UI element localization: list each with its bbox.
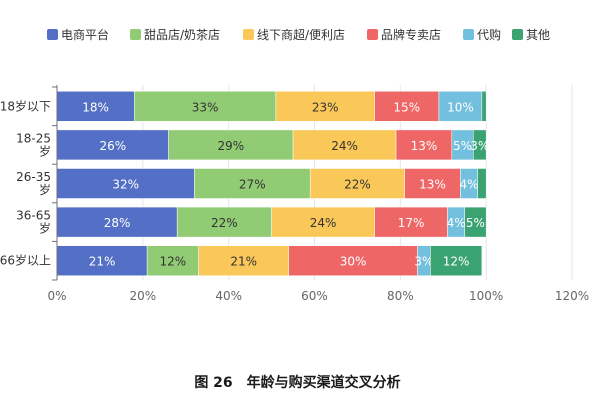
x-tick-label: 60% (301, 289, 328, 303)
bar-value-label: 5% (453, 139, 472, 153)
bar-value-label: 24% (310, 216, 337, 230)
legend-label: 电商平台 (61, 27, 109, 42)
x-tick-label: 120% (555, 289, 589, 303)
x-tick-label: 20% (129, 289, 156, 303)
legend-swatch (243, 29, 254, 40)
category-label: 18-25 岁 (16, 131, 51, 158)
figure-caption: 图 26 年龄与购买渠道交叉分析 (194, 375, 401, 391)
bar-value-label: 13% (411, 139, 438, 153)
bar-segment (146, 245, 199, 276)
bar-value-label: 26% (99, 139, 126, 153)
bar-segment (292, 129, 397, 161)
bar-value-label: 12% (160, 255, 187, 269)
bar-segment (477, 168, 487, 199)
bars: 18% 33% 23% 15% 10%26% 29% 24% 13% 5%3%32% 27% 22%… (56, 91, 489, 276)
bar-segment (473, 129, 487, 161)
x-axis: 0% 20% 40% 60% 80% 100% 120% (47, 289, 589, 303)
bar-segment (481, 91, 487, 122)
bar-value-label: 18% (82, 100, 109, 114)
bar-segment (438, 91, 483, 122)
bar-segment (430, 245, 483, 276)
bar-segment (271, 206, 375, 238)
category-label: 26-35 岁 (16, 170, 51, 197)
x-tick-label: 100% (469, 289, 503, 303)
bar-segment (309, 168, 405, 199)
legend-label: 甜品店/奶茶店 (144, 27, 220, 42)
legend-swatch (463, 29, 474, 40)
bar-segment (275, 91, 375, 122)
bar-value-label: 12% (443, 255, 470, 269)
bar-value-label: 27% (239, 178, 266, 192)
bar-value-label: 13% (419, 178, 446, 192)
legend-label: 线下商超/便利店 (257, 27, 345, 42)
bar-segment (194, 168, 311, 199)
bar-segment (56, 129, 169, 161)
category-label: 18岁以下 (0, 98, 51, 113)
bar-segment (374, 206, 448, 238)
bar-value-label: 15% (393, 100, 420, 114)
bar-value-label: 29% (217, 139, 244, 153)
legend-label: 品牌专卖店 (381, 27, 441, 42)
bar-value-label: 3% (470, 139, 489, 153)
bar-value-label: 4% (459, 178, 478, 192)
bar-value-label: 22% (211, 216, 238, 230)
bar-value-label: 4% (447, 216, 466, 230)
bar-segment (395, 129, 453, 161)
category-label: 66岁以上 (0, 253, 51, 268)
bar-value-label: 10% (447, 100, 474, 114)
x-tick-label: 0% (47, 289, 66, 303)
bar-value-label: 3% (414, 255, 433, 269)
bar-value-label: 5% (466, 216, 485, 230)
bar-segment (464, 206, 487, 238)
y-axis: 18岁以下 18-25 岁 26-35 岁 36-65 岁 66岁以上 (0, 85, 58, 281)
x-tick-label: 80% (387, 289, 414, 303)
legend-label: 其他 (526, 28, 550, 42)
legend-swatch (47, 29, 58, 40)
legend-swatch (512, 29, 523, 40)
bar-value-label: 33% (192, 100, 219, 114)
bar-value-label: 24% (331, 139, 358, 153)
bar-segment (374, 91, 440, 122)
legend-swatch (367, 29, 378, 40)
category-label: 36-65 岁 (16, 209, 51, 236)
bar-segment (134, 91, 277, 122)
legend: 电商平台 甜品店/奶茶店 线下商超/便利店 品牌专卖店 代购 其他 (47, 27, 550, 42)
bar-value-label: 23% (312, 100, 339, 114)
bar-segment (56, 206, 178, 238)
x-tick-label: 40% (215, 289, 242, 303)
bar-value-label: 22% (344, 178, 371, 192)
legend-label: 代购 (477, 27, 501, 42)
bar-segment (176, 206, 272, 238)
bar-value-label: 21% (230, 255, 257, 269)
bar-value-label: 21% (89, 255, 116, 269)
bar-value-label: 30% (340, 255, 367, 269)
bar-value-label: 17% (398, 216, 425, 230)
bar-segment (56, 168, 195, 199)
bar-segment (288, 245, 418, 276)
bar-value-label: 28% (104, 216, 131, 230)
bar-value-label: 32% (112, 178, 139, 192)
legend-swatch (130, 29, 141, 40)
